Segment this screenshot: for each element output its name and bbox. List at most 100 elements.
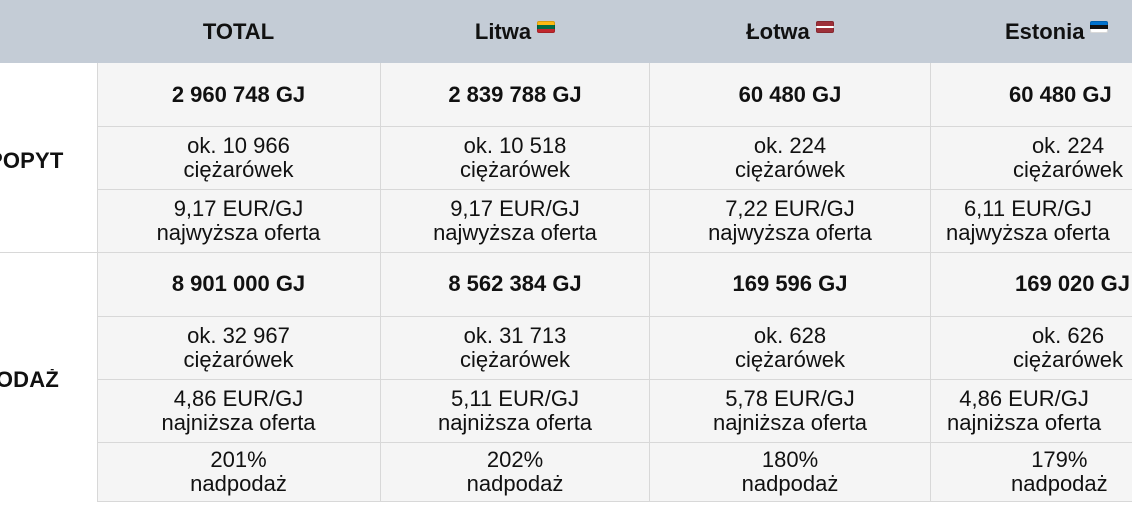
section-label-popyt: POPYT bbox=[0, 150, 64, 172]
popyt-price-estonia: 6,11 EUR/GJ najwyższa oferta bbox=[931, 189, 1132, 252]
column-total: 2 960 748 GJ ok. 10 966 ciężarówek 9,17 … bbox=[97, 63, 380, 509]
popyt-trucks-value-estonia: ok. 224 bbox=[1031, 132, 1105, 158]
popyt-trucks-total: ok. 10 966 ciężarówek bbox=[97, 126, 380, 189]
podaz-surplus-label-estonia: nadpodaż bbox=[1011, 470, 1108, 496]
podaz-surplus-lotwa: 180% nadpodaż bbox=[650, 442, 930, 501]
podaz-surplus-litwa: 202% nadpodaż bbox=[381, 442, 649, 501]
podaz-surplus-value-total: 201% bbox=[210, 446, 267, 472]
podaz-trucks-label-lotwa: ciężarówek bbox=[734, 346, 846, 372]
podaz-gj-estonia: 169 020 GJ bbox=[1015, 271, 1130, 296]
header-estonia: Estonia bbox=[931, 0, 1132, 63]
popyt-trucks-value-lotwa: ok. 224 bbox=[753, 132, 827, 158]
table-left-border bbox=[97, 63, 98, 501]
podaz-trucks-label-total: ciężarówek bbox=[183, 346, 294, 372]
column-litwa: 2 839 788 GJ ok. 10 518 ciężarówek 9,17 … bbox=[381, 63, 649, 509]
popyt-price-litwa: 9,17 EUR/GJ najwyższa oferta bbox=[381, 189, 649, 252]
row-divider bbox=[97, 442, 1132, 443]
podaz-price-label-lotwa: najniższa oferta bbox=[712, 409, 868, 435]
row-divider bbox=[97, 126, 1132, 127]
flag-latvia-icon bbox=[815, 20, 834, 33]
podaz-surplus-total: 201% nadpodaż bbox=[97, 442, 380, 501]
row-divider bbox=[97, 189, 1132, 190]
popyt-gj-litwa: 2 839 788 GJ bbox=[448, 81, 582, 107]
podaz-surplus-label-lotwa: nadpodaż bbox=[741, 470, 839, 496]
header-litwa: Litwa bbox=[381, 0, 649, 63]
header-lotwa: Łotwa bbox=[650, 0, 930, 63]
podaz-surplus-label-total: nadpodaż bbox=[190, 470, 287, 496]
podaz-price-label-estonia: najniższa oferta bbox=[947, 409, 1102, 435]
column-estonia: 60 480 GJ ok. 224 ciężarówek 6,11 EUR/GJ… bbox=[931, 63, 1132, 509]
header-litwa-label: Litwa bbox=[474, 18, 532, 44]
podaz-trucks-estonia: ok. 626 ciężarówek bbox=[931, 316, 1132, 379]
column-divider bbox=[930, 63, 931, 501]
podaz-price-litwa: 5,11 EUR/GJ najniższa oferta bbox=[381, 379, 649, 442]
flag-lithuania-icon bbox=[537, 20, 556, 33]
popyt-trucks-litwa: ok. 10 518 ciężarówek bbox=[381, 126, 649, 189]
popyt-price-label-total: najwyższa oferta bbox=[156, 219, 321, 245]
popyt-trucks-lotwa: ok. 224 ciężarówek bbox=[650, 126, 930, 189]
podaz-surplus-label-litwa: nadpodaż bbox=[466, 470, 564, 496]
podaz-price-label-litwa: najniższa oferta bbox=[437, 409, 593, 435]
popyt-price-label-lotwa: najwyższa oferta bbox=[708, 219, 872, 245]
podaz-price-label-total: najniższa oferta bbox=[161, 409, 316, 435]
popyt-gj-estonia: 60 480 GJ bbox=[1009, 81, 1112, 107]
row-divider bbox=[97, 316, 1132, 317]
popyt-trucks-estonia: ok. 224 ciężarówek bbox=[931, 126, 1132, 189]
popyt-trucks-label-estonia: ciężarówek bbox=[1013, 156, 1124, 182]
podaz-trucks-label-litwa: ciężarówek bbox=[459, 346, 571, 372]
podaz-surplus-value-litwa: 202% bbox=[486, 446, 544, 472]
podaz-trucks-lotwa: ok. 628 ciężarówek bbox=[650, 316, 930, 379]
podaz-price-value-estonia: 4,86 EUR/GJ bbox=[959, 385, 1089, 411]
column-lotwa: 60 480 GJ ok. 224 ciężarówek 7,22 EUR/GJ… bbox=[650, 63, 930, 509]
podaz-surplus-value-estonia: 179% bbox=[1031, 446, 1088, 472]
popyt-gj-total: 2 960 748 GJ bbox=[171, 81, 306, 107]
popyt-price-value-total: 9,17 EUR/GJ bbox=[173, 195, 304, 221]
popyt-price-label-litwa: najwyższa oferta bbox=[433, 219, 597, 245]
podaz-gj-total: 8 901 000 GJ bbox=[171, 271, 306, 296]
podaz-trucks-value-lotwa: ok. 628 bbox=[753, 322, 827, 348]
popyt-price-value-estonia: 6,11 EUR/GJ bbox=[963, 195, 1092, 221]
section-divider bbox=[0, 252, 1132, 253]
podaz-section-background bbox=[97, 252, 1132, 501]
podaz-trucks-value-total: ok. 32 967 bbox=[187, 322, 290, 348]
podaz-gj-litwa: 8 562 384 GJ bbox=[448, 271, 582, 296]
column-divider bbox=[649, 63, 650, 501]
podaz-surplus-value-lotwa: 180% bbox=[761, 446, 819, 472]
podaz-gj-lotwa: 169 596 GJ bbox=[732, 271, 848, 296]
header-total: TOTAL bbox=[97, 0, 380, 63]
popyt-price-lotwa: 7,22 EUR/GJ najwyższa oferta bbox=[650, 189, 930, 252]
podaz-trucks-label-estonia: ciężarówek bbox=[1013, 346, 1124, 372]
popyt-trucks-label-litwa: ciężarówek bbox=[459, 156, 571, 182]
header-lotwa-label: Łotwa bbox=[746, 18, 810, 44]
podaz-surplus-estonia: 179% nadpodaż bbox=[931, 442, 1132, 501]
section-label-podaz: PODAŻ bbox=[0, 369, 59, 391]
podaz-trucks-value-litwa: ok. 31 713 bbox=[463, 322, 567, 348]
popyt-trucks-value-total: ok. 10 966 bbox=[187, 132, 290, 158]
podaz-price-lotwa: 5,78 EUR/GJ najniższa oferta bbox=[650, 379, 930, 442]
podaz-price-value-lotwa: 5,78 EUR/GJ bbox=[725, 385, 855, 411]
popyt-gj-lotwa: 60 480 GJ bbox=[738, 81, 842, 107]
podaz-price-value-litwa: 5,11 EUR/GJ bbox=[451, 385, 579, 411]
podaz-trucks-total: ok. 32 967 ciężarówek bbox=[97, 316, 380, 379]
podaz-price-total: 4,86 EUR/GJ najniższa oferta bbox=[97, 379, 380, 442]
popyt-trucks-label-lotwa: ciężarówek bbox=[734, 156, 846, 182]
popyt-section-background bbox=[97, 63, 1132, 252]
popyt-price-value-lotwa: 7,22 EUR/GJ bbox=[725, 195, 855, 221]
podaz-price-estonia: 4,86 EUR/GJ najniższa oferta bbox=[931, 379, 1132, 442]
row-divider bbox=[97, 379, 1132, 380]
popyt-price-total: 9,17 EUR/GJ najwyższa oferta bbox=[97, 189, 380, 252]
header-total-label: TOTAL bbox=[202, 18, 275, 44]
podaz-trucks-value-estonia: ok. 626 bbox=[1031, 322, 1105, 348]
header-estonia-label: Estonia bbox=[1005, 18, 1085, 44]
column-divider bbox=[380, 63, 381, 501]
podaz-price-value-total: 4,86 EUR/GJ bbox=[173, 385, 304, 411]
flag-estonia-icon bbox=[1090, 20, 1109, 33]
popyt-price-value-litwa: 9,17 EUR/GJ bbox=[450, 195, 580, 221]
podaz-trucks-litwa: ok. 31 713 ciężarówek bbox=[381, 316, 649, 379]
popyt-trucks-value-litwa: ok. 10 518 bbox=[463, 132, 567, 158]
table-header-band bbox=[0, 0, 1132, 63]
table-bottom-border bbox=[97, 501, 1132, 502]
popyt-trucks-label-total: ciężarówek bbox=[183, 156, 294, 182]
popyt-price-label-estonia: najwyższa oferta bbox=[946, 219, 1110, 245]
